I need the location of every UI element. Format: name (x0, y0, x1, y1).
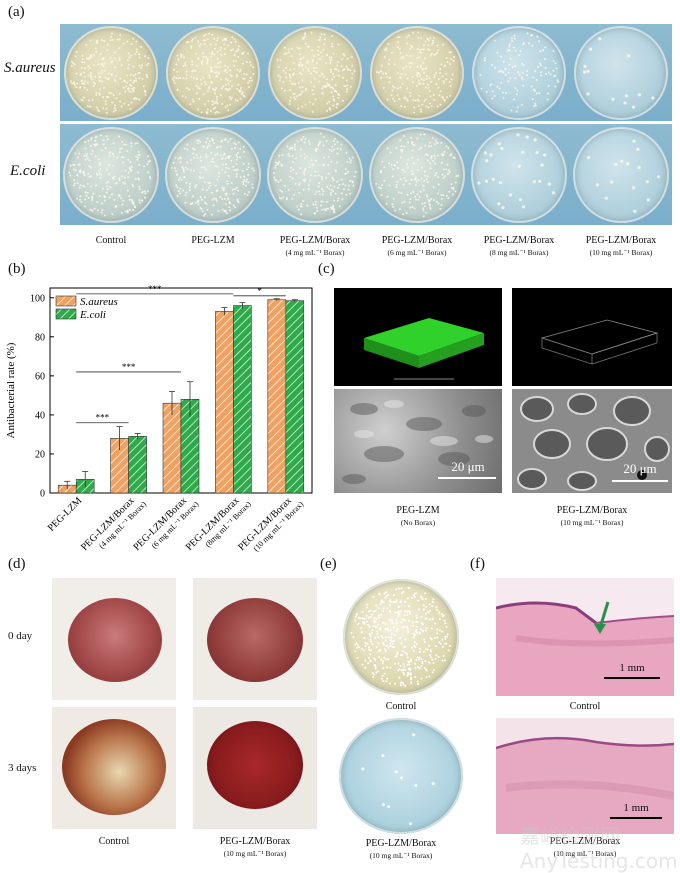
significance-label-0: *** (96, 413, 110, 423)
petri-dish-saureus-3 (370, 26, 464, 120)
petri-dish-ecoli-1 (165, 127, 261, 223)
histology-control: 1 mm (496, 578, 674, 696)
y-tick-label-4: 80 (35, 332, 45, 343)
panel-label-a: (a) (8, 4, 25, 20)
label-e-borax-10: PEG-LZM/Borax (10 mg mL⁻¹ Borax) (365, 838, 437, 860)
row-label-ecoli: E.coli (10, 163, 46, 179)
row-label-3-days: 3 days (8, 762, 37, 774)
label-d-borax-10: PEG-LZM/Borax (10 mg mL⁻¹ Borax) (219, 836, 291, 858)
ecoli-plate-strip (60, 124, 672, 225)
saureus-plate-strip (60, 24, 672, 121)
col-label-peg-lzm: PEG-LZM (191, 235, 235, 246)
legend-swatch-1 (55, 308, 77, 320)
significance-label-3: * (257, 286, 262, 296)
panel-label-d: (d) (8, 556, 26, 572)
panel-label-c: (c) (318, 261, 335, 277)
petri-dish-ecoli-5 (573, 127, 669, 223)
significance-label-2: *** (148, 284, 162, 294)
col-label-control: Control (95, 235, 127, 246)
label-c-borax-10: PEG-LZM/Borax (10 mg mL⁻¹ Borax) (556, 505, 628, 527)
sem-borax-10: 20 μm (512, 389, 672, 493)
y-tick-label-3: 60 (35, 371, 45, 382)
scale-bar-label-histo-1: 1 mm (619, 662, 645, 674)
petri-dish-saureus-1 (166, 26, 260, 120)
confocal-peg-lzm (334, 288, 502, 386)
petri-dish-ecoli-4 (471, 127, 567, 223)
petri-dish-saureus-4 (472, 26, 566, 120)
legend-label-1: E.coli (79, 309, 106, 321)
petri-dish-ecoli-2 (267, 127, 363, 223)
col-label-borax-6: PEG-LZM/Borax (6 mg mL⁻¹ Borax) (381, 235, 453, 257)
histology-borax-10: 1 mm (496, 718, 674, 834)
y-tick-label-1: 20 (35, 449, 45, 460)
wound-borax-day0 (193, 578, 317, 700)
y-tick-label-2: 40 (35, 410, 45, 421)
scale-bar-label-sem-2: 20 μm (623, 461, 657, 476)
label-e-control: Control (385, 701, 417, 712)
panel-label-b: (b) (8, 261, 26, 277)
plate-e-control (340, 578, 462, 696)
bar-1-3 (233, 305, 252, 494)
significance-label-1: *** (122, 362, 136, 372)
bar-1-4 (285, 300, 305, 494)
petri-dish-saureus-0 (64, 26, 158, 120)
bar-0-2 (162, 402, 182, 494)
label-f-control: Control (569, 701, 601, 712)
y-tick-label-5: 100 (30, 293, 45, 304)
petri-dish-layer (0, 0, 680, 230)
petri-dish-saureus-2 (268, 26, 362, 120)
row-label-0-day: 0 day (8, 630, 33, 642)
bar-1-1 (128, 436, 147, 494)
scale-bar-label-sem-1: 20 μm (451, 459, 485, 474)
legend-swatch-0 (55, 295, 77, 307)
legend-label-0: S.aureus (80, 296, 118, 308)
wound-control-day3 (52, 707, 176, 829)
petri-dish-ecoli-0 (63, 127, 159, 223)
petri-dish-saureus-5 (574, 26, 668, 120)
scale-bar-label-histo-2: 1 mm (623, 802, 649, 814)
label-c-peg-lzm: PEG-LZM (No Borax) (396, 505, 440, 527)
panel-label-e: (e) (320, 556, 337, 572)
label-d-control: Control (98, 836, 130, 847)
y-tick-label-0: 0 (40, 489, 45, 500)
row-label-saureus: S.aureus (4, 60, 56, 76)
sem-peg-lzm: 20 μm (334, 389, 502, 493)
x-tick-label-0: PEG-LZM (46, 495, 84, 533)
wound-control-day0 (52, 578, 176, 700)
y-axis-label: Antibacterial rate (%) (5, 342, 17, 438)
col-label-borax-10: PEG-LZM/Borax (10 mg mL⁻¹ Borax) (585, 235, 657, 257)
confocal-borax-10 (512, 288, 672, 386)
panel-label-f: (f) (470, 556, 485, 572)
bar-0-4 (267, 299, 287, 494)
wound-borax-day3 (193, 707, 317, 829)
col-label-borax-4: PEG-LZM/Borax (4 mg mL⁻¹ Borax) (279, 235, 351, 257)
col-label-borax-8: PEG-LZM/Borax (8 mg mL⁻¹ Borax) (483, 235, 555, 257)
plate-e-borax-10 (336, 718, 466, 836)
petri-dish-ecoli-3 (369, 127, 465, 223)
bar-0-3 (215, 311, 234, 494)
label-f-borax-10: PEG-LZM/Borax (10 mg mL⁻¹ Borax) (549, 836, 621, 858)
